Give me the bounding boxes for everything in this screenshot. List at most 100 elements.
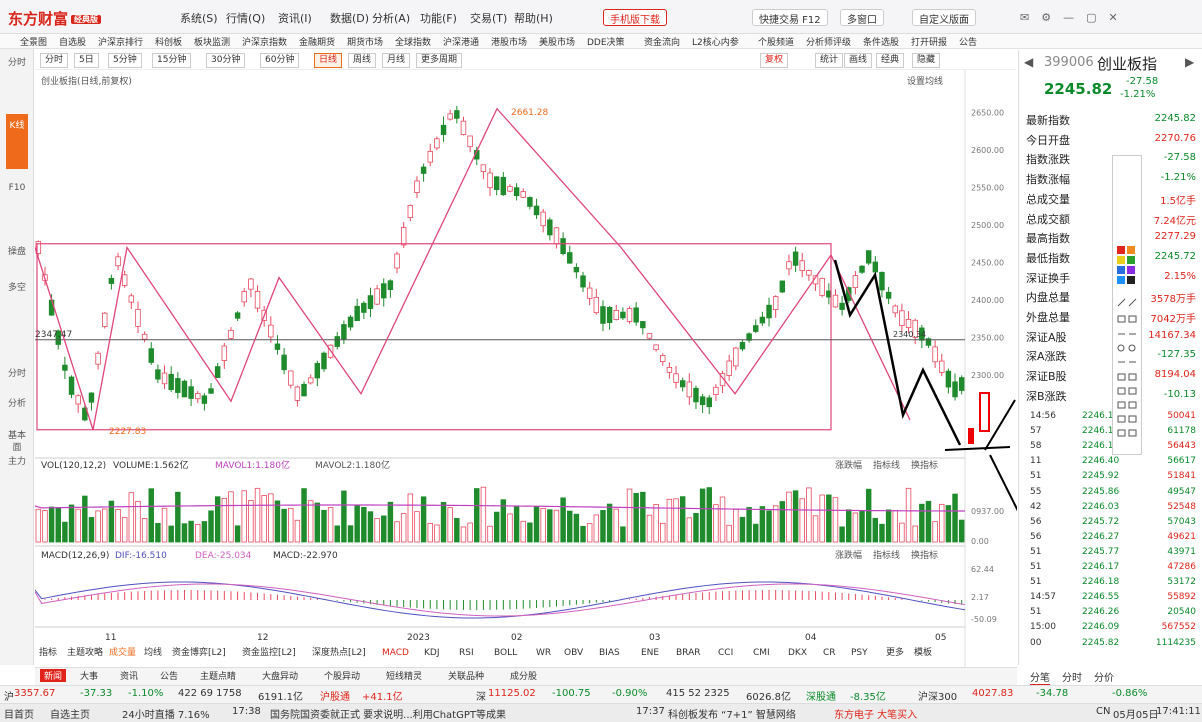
nav-item[interactable]: 沪深京指数 — [242, 38, 288, 48]
nav-item[interactable]: 资金流向 — [644, 38, 681, 48]
macd-tool-link[interactable]: 指标线 — [873, 549, 900, 561]
period-3[interactable]: 15分钟 — [152, 53, 192, 68]
bottom-tab[interactable]: 新闻 — [40, 669, 67, 682]
news-item[interactable]: 自选主页 — [50, 710, 90, 721]
macd-tool-link[interactable]: 涨跌幅 — [835, 549, 862, 561]
nav-item[interactable]: 自选股 — [59, 38, 87, 48]
side-tab-8[interactable]: 主力 — [7, 457, 26, 467]
next-arrow-icon[interactable]: ▶ — [1185, 55, 1195, 69]
period-4[interactable]: 30分钟 — [206, 53, 246, 68]
nav-item[interactable]: 港股市场 — [491, 38, 528, 48]
nav-item[interactable]: 打开研报 — [911, 38, 948, 48]
nav-item[interactable]: 分析师评级 — [806, 38, 852, 48]
indicator-tab[interactable]: MACD — [382, 648, 409, 658]
indicator-tab[interactable]: CCI — [718, 648, 733, 658]
nav-item[interactable]: 个股频道 — [758, 38, 795, 48]
nav-item[interactable]: 期货市场 — [347, 38, 384, 48]
indicator-tab[interactable]: DKX — [788, 648, 807, 658]
indicator-tab[interactable]: PSY — [851, 648, 868, 658]
bottom-tab[interactable]: 关联品种 — [448, 672, 485, 682]
news-item[interactable]: 国务院国资委就正式 要求说明...利用ChatGPT等成果 — [270, 710, 506, 721]
vol-tool-link[interactable]: 指标线 — [873, 459, 900, 471]
menu-item[interactable]: 帮助(H) — [514, 12, 553, 25]
indicator-tab[interactable]: ENE — [641, 648, 659, 658]
nav-item[interactable]: 公告 — [959, 38, 978, 48]
indicator-tab[interactable]: CMI — [753, 648, 770, 658]
indicator-tab[interactable]: 资金监控[L2] — [242, 646, 296, 658]
chart-toolbar-2[interactable]: 画线 — [844, 53, 873, 68]
period-1[interactable]: 5日 — [74, 53, 99, 68]
news-item[interactable]: 24小时直播 7.16% — [122, 710, 210, 721]
indicator-tab[interactable]: 均线 — [144, 646, 162, 658]
news-item[interactable]: 17:38 — [232, 706, 261, 717]
macd-tool-link[interactable]: 换指标 — [911, 549, 938, 561]
bottom-tab[interactable]: 资讯 — [120, 672, 139, 682]
side-tab-6[interactable]: 分析 — [7, 399, 26, 409]
nav-item[interactable]: DDE决策 — [587, 38, 625, 48]
ma-settings-link[interactable]: 设置均线 — [907, 75, 943, 87]
vol-tool-link[interactable]: 涨跌幅 — [835, 459, 862, 471]
tick-tab[interactable]: 分时 — [1062, 673, 1082, 684]
indicator-tab[interactable]: 资金博弈[L2] — [172, 646, 226, 658]
chart-toolbar-0[interactable]: 复权 — [760, 53, 789, 68]
prev-arrow-icon[interactable]: ◀ — [1024, 55, 1034, 69]
side-tab-3[interactable]: 操盘 — [7, 247, 26, 257]
indicator-tab[interactable]: 成交量 — [109, 646, 136, 658]
bottom-tab[interactable]: 主题点睛 — [200, 672, 237, 682]
menu-item[interactable]: 分析(A) — [372, 12, 411, 25]
tick-tab[interactable]: 分笔 — [1030, 669, 1050, 685]
indicator-tab[interactable]: CR — [823, 648, 836, 658]
bottom-tab[interactable]: 成分股 — [510, 672, 538, 682]
mobile-download-button[interactable]: 手机版下载 — [603, 9, 667, 26]
indicator-tab[interactable]: 指标 — [39, 646, 57, 658]
bottom-tab[interactable]: 短线精灵 — [386, 672, 423, 682]
indicator-tab[interactable]: BIAS — [599, 648, 620, 658]
nav-item[interactable]: 全景图 — [20, 38, 48, 48]
indicator-tab[interactable]: RSI — [459, 648, 474, 658]
indicator-tab[interactable]: BOLL — [494, 648, 517, 658]
period-6[interactable]: 日线 — [314, 53, 343, 68]
chart-toolbar-4[interactable]: 隐藏 — [912, 53, 941, 68]
chart-toolbar-1[interactable]: 统计 — [815, 53, 844, 68]
period-0[interactable]: 分时 — [40, 53, 69, 68]
indicator-tab[interactable]: KDJ — [424, 648, 440, 658]
kline-chart-area[interactable]: 创业板指(日线,前复权) 设置均线 2650.00 2600.00 2550.00 250… — [35, 70, 1017, 667]
drawing-tool-icons[interactable] — [1113, 156, 1141, 454]
side-tab-2[interactable]: F10 — [8, 183, 26, 193]
bottom-tab[interactable]: 公告 — [160, 672, 179, 682]
nav-item[interactable]: 全球指数 — [395, 38, 432, 48]
news-item[interactable]: 目首页 — [4, 710, 34, 721]
side-tab-5[interactable]: 分时 — [7, 369, 26, 379]
drawing-toolbox[interactable] — [1112, 155, 1142, 455]
menu-item[interactable]: 功能(F) — [420, 12, 457, 25]
nav-item[interactable]: 美股市场 — [539, 38, 576, 48]
nav-item[interactable]: 金融期货 — [299, 38, 336, 48]
nav-item[interactable]: 条件选股 — [863, 38, 900, 48]
nav-item[interactable]: 科创板 — [155, 38, 183, 48]
news-headline-2[interactable]: 科创板发布 “7+1” 智慧网络 — [668, 710, 796, 721]
window-controls[interactable]: ✉⚙—▢✕ — [1020, 11, 1130, 24]
menu-item[interactable]: 资讯(I) — [278, 12, 312, 25]
side-tab-1[interactable]: K线 — [6, 114, 28, 169]
side-tab-7[interactable]: 基本面 — [7, 431, 26, 453]
nav-item[interactable]: L2核心内参 — [692, 38, 739, 48]
tick-tab[interactable]: 分价 — [1094, 673, 1114, 684]
indicator-tab[interactable]: WR — [536, 648, 551, 658]
indicator-tab[interactable]: 深度热点[L2] — [312, 646, 366, 658]
indicator-tab[interactable]: 主题攻略 — [67, 646, 103, 658]
period-7[interactable]: 周线 — [348, 53, 377, 68]
multi-window-button[interactable]: 多窗口 — [840, 9, 884, 26]
nav-item[interactable]: 板块监测 — [194, 38, 231, 48]
side-tab-0[interactable]: 分时 — [7, 58, 26, 68]
vol-tool-link[interactable]: 换指标 — [911, 459, 938, 471]
period-9[interactable]: 更多周期 — [416, 53, 463, 68]
bottom-tab[interactable]: 大盘异动 — [262, 672, 299, 682]
menu-item[interactable]: 交易(T) — [470, 12, 508, 25]
indicator-tab[interactable]: 更多 — [886, 646, 904, 658]
menu-item[interactable]: 数据(D) — [330, 12, 370, 25]
custom-layout-button[interactable]: 自定义版面 — [912, 9, 976, 26]
nav-item[interactable]: 沪深京排行 — [98, 38, 144, 48]
period-2[interactable]: 5分钟 — [108, 53, 142, 68]
indicator-tab[interactable]: 模板 — [914, 646, 932, 658]
indicator-tab[interactable]: OBV — [564, 648, 584, 658]
